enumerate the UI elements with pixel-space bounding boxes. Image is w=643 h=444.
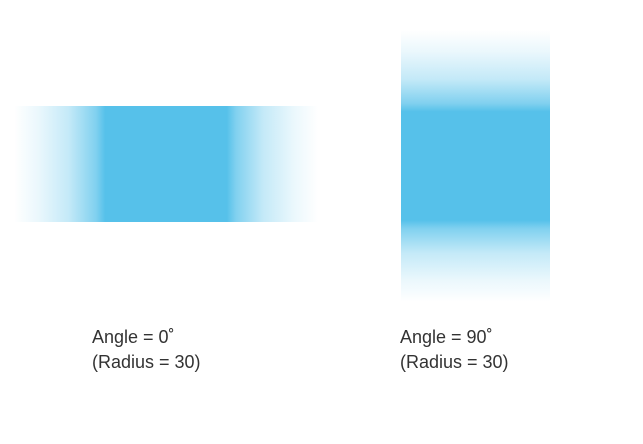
caption-angle-0: Angle = 0˚ (Radius = 30) (92, 325, 201, 375)
angle-label: Angle = 90˚ (400, 327, 493, 347)
motion-blur-sample-horizontal (14, 106, 318, 222)
motion-blur-sample-vertical (401, 30, 550, 302)
angle-label: Angle = 0˚ (92, 327, 175, 347)
radius-label: (Radius = 30) (400, 352, 509, 372)
caption-angle-90: Angle = 90˚ (Radius = 30) (400, 325, 509, 375)
radius-label: (Radius = 30) (92, 352, 201, 372)
